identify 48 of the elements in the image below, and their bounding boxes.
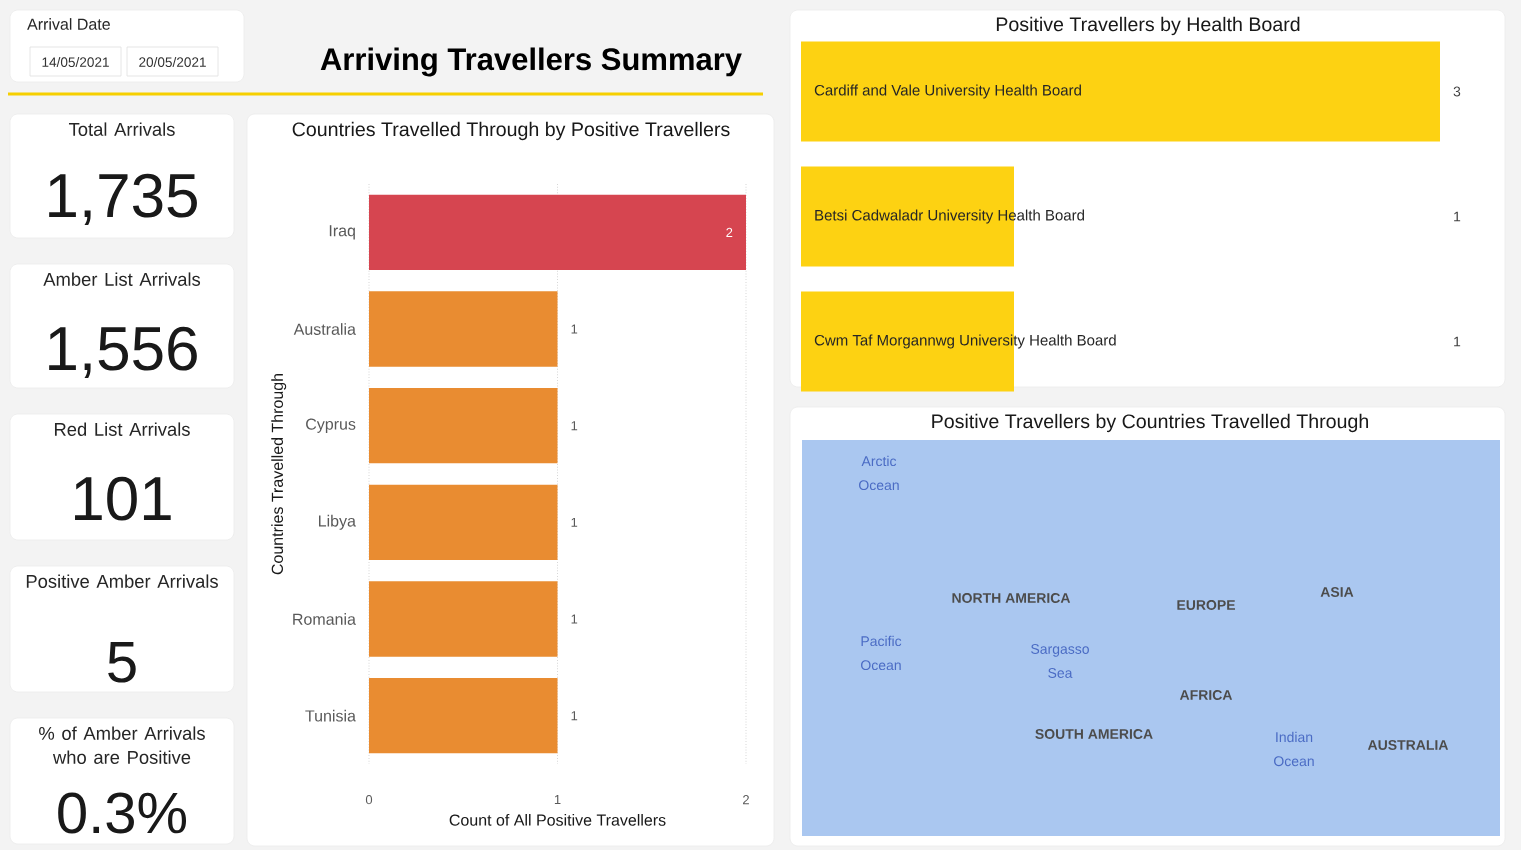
y-tick-label: Australia (293, 323, 356, 335)
text: Pacific Ocean (861, 635, 902, 671)
chart-title: Positive Travellers by Health Board (996, 16, 1300, 36)
data-label: 1 (571, 614, 578, 624)
data-label: 1 (571, 324, 578, 334)
data-label: 1 (571, 517, 578, 527)
x-tick-label: 0 (365, 795, 373, 805)
x-tick-label: 1 (554, 795, 561, 805)
text: Arriving Travellers Summary (320, 47, 742, 77)
text: % of Amber Arrivals who are Positive (39, 726, 205, 764)
data-label: 1 (1454, 211, 1461, 222)
text: 0.3% (58, 792, 187, 834)
x-tick-label: 2 (743, 795, 749, 805)
text: NORTH AMERICA (952, 593, 1071, 603)
text: Sargasso Sea (1031, 644, 1089, 678)
text: AFRICA (1179, 690, 1233, 700)
y-tick-label: Cardiff and Vale University Health Board (814, 84, 1081, 99)
x-axis-title: Count of All Positive Travellers (449, 813, 666, 826)
text: SOUTH AMERICA (1035, 729, 1153, 739)
text: 20/05/2021 (139, 57, 206, 67)
text: 101 (75, 476, 171, 521)
text: ASIA (1320, 587, 1354, 597)
text: Positive Amber Arrivals (26, 574, 218, 588)
y-tick-label: Libya (319, 514, 356, 530)
text: Positive Travellers by Countries Travelled Through (932, 413, 1368, 433)
text: EUROPE (1177, 600, 1236, 610)
y-axis-title: Countries Travelled Through (271, 373, 287, 575)
text: AUSTRALIA (1367, 740, 1449, 750)
chart-title: Countries Travelled Through by Positive Travellers (292, 121, 730, 141)
text: Red List Arrivals (54, 422, 190, 436)
text: 1,735 (49, 173, 197, 225)
data-label: 1 (1454, 336, 1461, 347)
text: 14/05/2021 (42, 57, 109, 67)
text: 5 (108, 642, 136, 683)
y-tick-label: Tunisia (305, 709, 356, 722)
text: Arctic Ocean (859, 455, 899, 491)
y-tick-label: Iraq (329, 225, 355, 240)
data-label: 2 (726, 227, 733, 237)
y-tick-label: Cyprus (306, 418, 356, 433)
text: Arrival Date (27, 18, 110, 30)
text: Total Arrivals (68, 122, 175, 136)
data-label: 1 (571, 711, 578, 721)
y-tick-label: Romania (293, 613, 356, 625)
data-label: 3 (1453, 86, 1461, 97)
text: Amber List Arrivals (43, 272, 201, 286)
text: Indian Ocean (1274, 731, 1314, 767)
text: 1,556 (49, 326, 197, 378)
data-label: 1 (571, 421, 578, 431)
